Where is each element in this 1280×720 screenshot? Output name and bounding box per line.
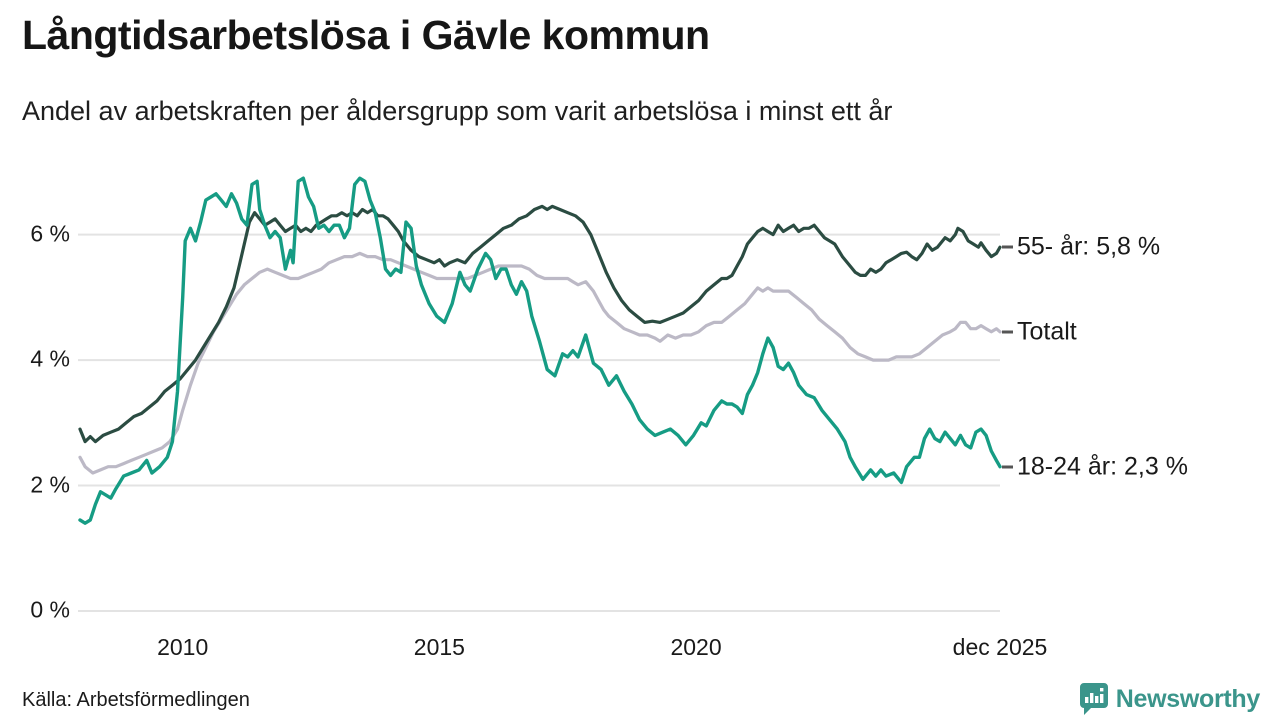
newsworthy-logo-icon bbox=[1079, 683, 1108, 715]
source-attribution: Källa: Arbetsförmedlingen bbox=[22, 689, 250, 711]
page-subtitle: Andel av arbetskraften per åldersgrupp s… bbox=[22, 96, 893, 126]
series-line-55-r bbox=[78, 204, 1002, 444]
page-title: Långtidsarbetslösa i Gävle kommun bbox=[22, 12, 710, 58]
series-line-totalt bbox=[78, 251, 1002, 475]
series-line-18-24-r bbox=[78, 176, 1002, 525]
newsworthy-logo: Newsworthy bbox=[1078, 682, 1260, 716]
newsworthy-logo-text: Newsworthy bbox=[1115, 684, 1261, 713]
